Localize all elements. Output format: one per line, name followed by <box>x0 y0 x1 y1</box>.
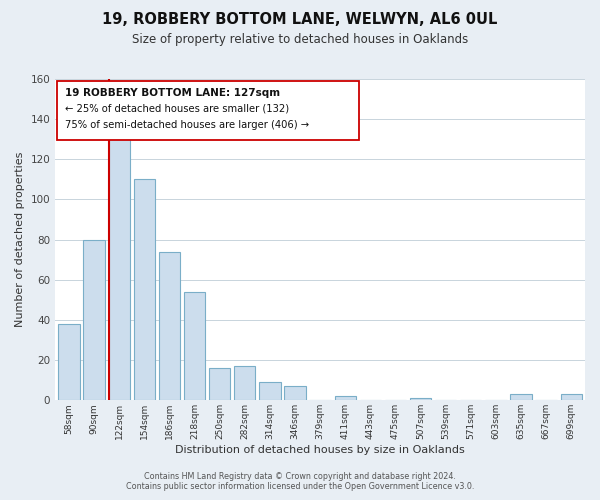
Bar <box>83 240 105 400</box>
Text: Contains public sector information licensed under the Open Government Licence v3: Contains public sector information licen… <box>126 482 474 491</box>
Bar <box>58 324 80 400</box>
Text: 19, ROBBERY BOTTOM LANE, WELWYN, AL6 0UL: 19, ROBBERY BOTTOM LANE, WELWYN, AL6 0UL <box>103 12 497 28</box>
Bar <box>259 382 281 400</box>
Bar <box>234 366 256 400</box>
Bar <box>134 180 155 400</box>
Y-axis label: Number of detached properties: Number of detached properties <box>15 152 25 328</box>
Bar <box>184 292 205 401</box>
Text: Size of property relative to detached houses in Oaklands: Size of property relative to detached ho… <box>132 32 468 46</box>
Bar <box>284 386 305 400</box>
Bar <box>159 252 180 400</box>
Text: ← 25% of detached houses are smaller (132): ← 25% of detached houses are smaller (13… <box>65 104 289 114</box>
Bar <box>209 368 230 400</box>
Bar <box>410 398 431 400</box>
Bar <box>560 394 582 400</box>
Bar <box>109 131 130 400</box>
Text: 19 ROBBERY BOTTOM LANE: 127sqm: 19 ROBBERY BOTTOM LANE: 127sqm <box>65 88 280 98</box>
Text: 75% of semi-detached houses are larger (406) →: 75% of semi-detached houses are larger (… <box>65 120 310 130</box>
Bar <box>510 394 532 400</box>
Text: Contains HM Land Registry data © Crown copyright and database right 2024.: Contains HM Land Registry data © Crown c… <box>144 472 456 481</box>
Bar <box>335 396 356 400</box>
X-axis label: Distribution of detached houses by size in Oaklands: Distribution of detached houses by size … <box>175 445 465 455</box>
